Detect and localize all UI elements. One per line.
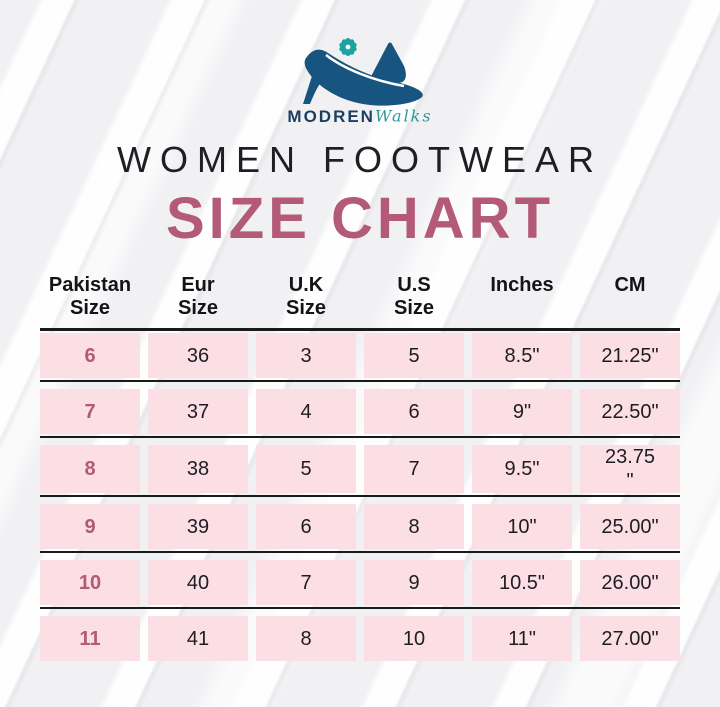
column-header-eur-size: Eur Size xyxy=(177,274,219,319)
brand-name: MODREN xyxy=(287,107,375,126)
cell-us: 7 xyxy=(364,445,464,493)
column-header-inches: Inches xyxy=(490,274,554,296)
cell-pakistan: 7 xyxy=(40,389,140,434)
cell-eur: 41 xyxy=(148,616,248,661)
column-header-pakistan-size: Pakistan Size xyxy=(48,274,132,319)
column-header-cm: CM xyxy=(614,274,646,296)
cell-us: 10 xyxy=(364,616,464,661)
table-row: 10 40 7 9 10.5" 26.00" xyxy=(40,560,680,605)
high-heels-with-flower-icon xyxy=(303,38,423,106)
brand-logo: MODRENWalks xyxy=(0,0,720,125)
cell-eur: 38 xyxy=(148,445,248,493)
cell-inches: 9" xyxy=(472,389,572,434)
size-chart-table: Pakistan Size Eur Size U.K Size U.S Size… xyxy=(40,274,680,661)
cell-us: 8 xyxy=(364,504,464,549)
cell-inches: 11" xyxy=(472,616,572,661)
cell-cm: 25.00" xyxy=(580,504,680,549)
cell-us: 5 xyxy=(364,333,464,378)
cell-cm: 21.25" xyxy=(580,333,680,378)
cell-inches: 9.5" xyxy=(472,445,572,493)
cell-eur: 39 xyxy=(148,504,248,549)
column-header-uk-size: U.K Size xyxy=(285,274,327,319)
cell-eur: 37 xyxy=(148,389,248,434)
table-header-row: Pakistan Size Eur Size U.K Size U.S Size… xyxy=(40,274,680,326)
cell-inches: 8.5" xyxy=(472,333,572,378)
cell-us: 6 xyxy=(364,389,464,434)
table-row: 6 36 3 5 8.5" 21.25" xyxy=(40,333,680,378)
cell-cm: 26.00" xyxy=(580,560,680,605)
cell-pakistan: 8 xyxy=(40,445,140,493)
row-separator-line xyxy=(40,436,680,438)
table-row: 7 37 4 6 9" 22.50" xyxy=(40,389,680,434)
table-row: 8 38 5 7 9.5" 23.75 " xyxy=(40,445,680,493)
cell-uk: 4 xyxy=(256,389,356,434)
page-title: WOMEN FOOTWEAR xyxy=(117,139,603,180)
header-separator-line xyxy=(40,328,680,331)
row-separator-line xyxy=(40,551,680,553)
page-subtitle: SIZE CHART xyxy=(166,186,554,251)
cell-cm: 27.00" xyxy=(580,616,680,661)
cell-uk: 5 xyxy=(256,445,356,493)
table-row: 11 41 8 10 11" 27.00" xyxy=(40,616,680,661)
cell-us: 9 xyxy=(364,560,464,605)
cell-pakistan: 6 xyxy=(40,333,140,378)
cell-inches: 10" xyxy=(472,504,572,549)
cell-eur: 40 xyxy=(148,560,248,605)
cell-pakistan: 11 xyxy=(40,616,140,661)
cell-uk: 7 xyxy=(256,560,356,605)
cell-pakistan: 9 xyxy=(40,504,140,549)
cell-uk: 6 xyxy=(256,504,356,549)
cell-pakistan: 10 xyxy=(40,560,140,605)
brand-suffix: Walks xyxy=(374,106,433,126)
cell-inches: 10.5" xyxy=(472,560,572,605)
cell-eur: 36 xyxy=(148,333,248,378)
row-separator-line xyxy=(40,607,680,609)
row-separator-line xyxy=(40,380,680,382)
cell-cm: 23.75 " xyxy=(580,445,680,493)
cell-cm: 22.50" xyxy=(580,389,680,434)
table-body: 6 36 3 5 8.5" 21.25" 7 37 4 6 9" 22.50" 8 38 5 7 9.5" 23.… xyxy=(40,333,680,661)
column-header-us-size: U.S Size xyxy=(393,274,435,319)
brand-wordmark: MODRENWalks xyxy=(0,108,720,125)
cell-uk: 3 xyxy=(256,333,356,378)
cell-uk: 8 xyxy=(256,616,356,661)
table-row: 9 39 6 8 10" 25.00" xyxy=(40,504,680,549)
row-separator-line xyxy=(40,495,680,497)
